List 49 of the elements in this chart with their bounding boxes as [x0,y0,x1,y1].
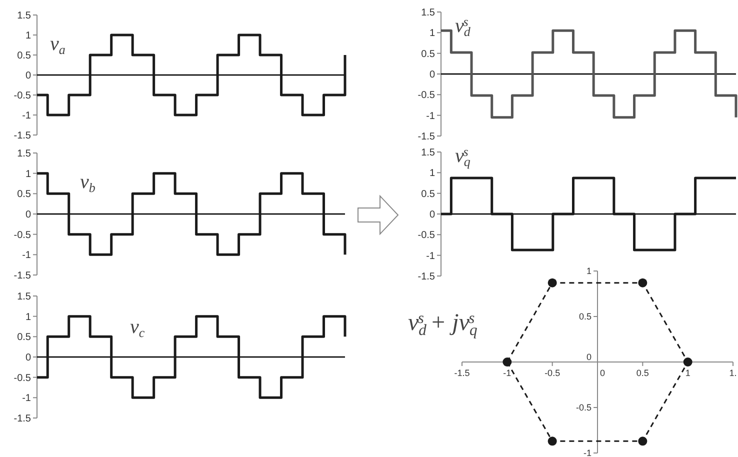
y-tick-label: -1 [22,393,32,404]
y-tick-label: 1.5 [17,292,32,302]
y-tick-label: 0.5 [17,50,32,62]
y-tick-label: -0.5 [14,230,32,241]
y-tick-label: -0.5 [14,90,32,102]
y-tick-label: -1 [22,110,32,122]
y-tick-label: -0.5 [418,230,436,242]
y-tick-label: -1 [22,250,32,262]
y-tick-label: 0 [586,352,592,362]
y-tick-label: 0.5 [578,312,592,322]
y-tick-label: 0.5 [17,189,32,200]
text: v$_{a}$ [50,33,66,57]
y-tick-label: -1.5 [418,272,436,282]
y-tick-label: 0 [25,70,32,82]
x-tick-label: 0 [600,368,606,378]
y-tick-label: 1.5 [421,8,436,18]
y-tick-label: 1 [429,168,436,180]
x-tick-label: 0.5 [636,368,649,378]
y-tick-label: 0 [429,70,436,80]
y-tick-label: -1 [426,250,436,262]
y-tick-label: -1.5 [14,130,32,142]
y-tick-label: -1.5 [418,132,436,142]
y-tick-label: -1.5 [14,270,32,282]
y-tick-label: -0.5 [418,90,436,102]
y-tick-label: 0.5 [421,48,436,60]
y-tick-label: 0 [429,210,436,220]
x-tick-label: -1 [503,368,512,378]
y-tick-label: 1.5 [17,148,32,160]
y-tick-label: 0.5 [17,332,32,344]
y-tick-label: -1.5 [14,414,32,424]
y-tick-label: 0.5 [421,188,436,200]
y-tick-label: 1.5 [17,10,32,22]
text: v$_{b}$ [80,171,96,195]
y-tick-label: 1 [25,30,32,42]
y-tick-label: 1 [25,168,32,180]
x-tick-label: -1.5 [454,368,470,378]
y-tick-label: 1 [25,312,32,323]
y-tick-label: 1 [429,28,436,40]
y-tick-label: 1 [586,266,592,276]
y-tick-label: 1.5 [421,148,436,158]
x-tick-label: 1 [685,368,690,378]
text: v$_{c}$ [130,316,145,340]
y-tick-label: -1 [426,110,436,122]
y-tick-label: 0 [25,352,32,364]
y-tick-label: -1 [583,448,592,457]
y-tick-label: 0 [25,210,32,220]
x-tick-label: -0.5 [544,368,560,378]
x-tick-label: 1. [729,368,737,378]
y-tick-label: -0.5 [576,402,592,413]
